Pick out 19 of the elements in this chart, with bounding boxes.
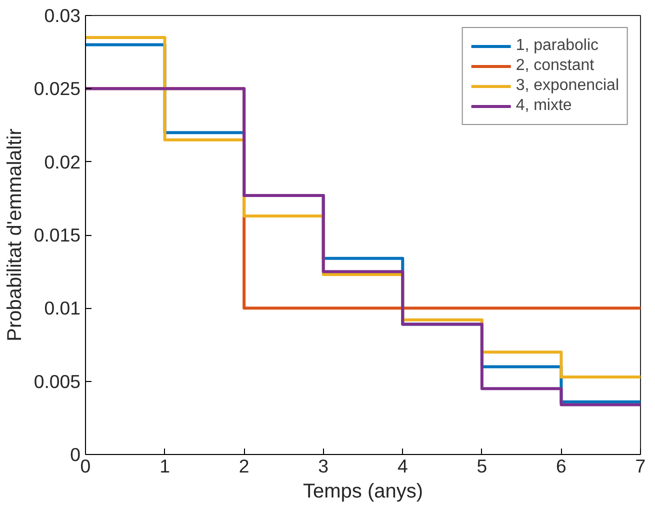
legend-label: 4, mixte xyxy=(516,97,572,115)
y-tick-label: 0.03 xyxy=(44,5,80,26)
x-tick-label: 3 xyxy=(318,456,329,476)
y-tick-label: 0.025 xyxy=(34,78,80,100)
legend-label: 1, parabolic xyxy=(516,37,599,55)
y-tick-label: 0.02 xyxy=(44,151,80,172)
legend-label: 3, exponencial xyxy=(516,77,619,95)
y-axis-title: Probabilitat d'emmalaltir xyxy=(4,128,26,342)
x-tick-label: 6 xyxy=(556,456,566,476)
x-tick-label: 2 xyxy=(238,456,250,476)
y-tick-label: 0.015 xyxy=(34,224,80,246)
legend-label: 2, constant xyxy=(516,57,594,75)
x-axis-title: Temps (anys) xyxy=(302,480,424,502)
x-tick-label: 4 xyxy=(397,456,408,476)
y-tick-label: 0.01 xyxy=(44,298,80,319)
x-tick-label: 7 xyxy=(635,456,646,476)
x-tick-label: 1 xyxy=(160,456,170,476)
y-tick-label: 0.005 xyxy=(34,370,80,392)
x-tick-label: 5 xyxy=(476,456,488,476)
